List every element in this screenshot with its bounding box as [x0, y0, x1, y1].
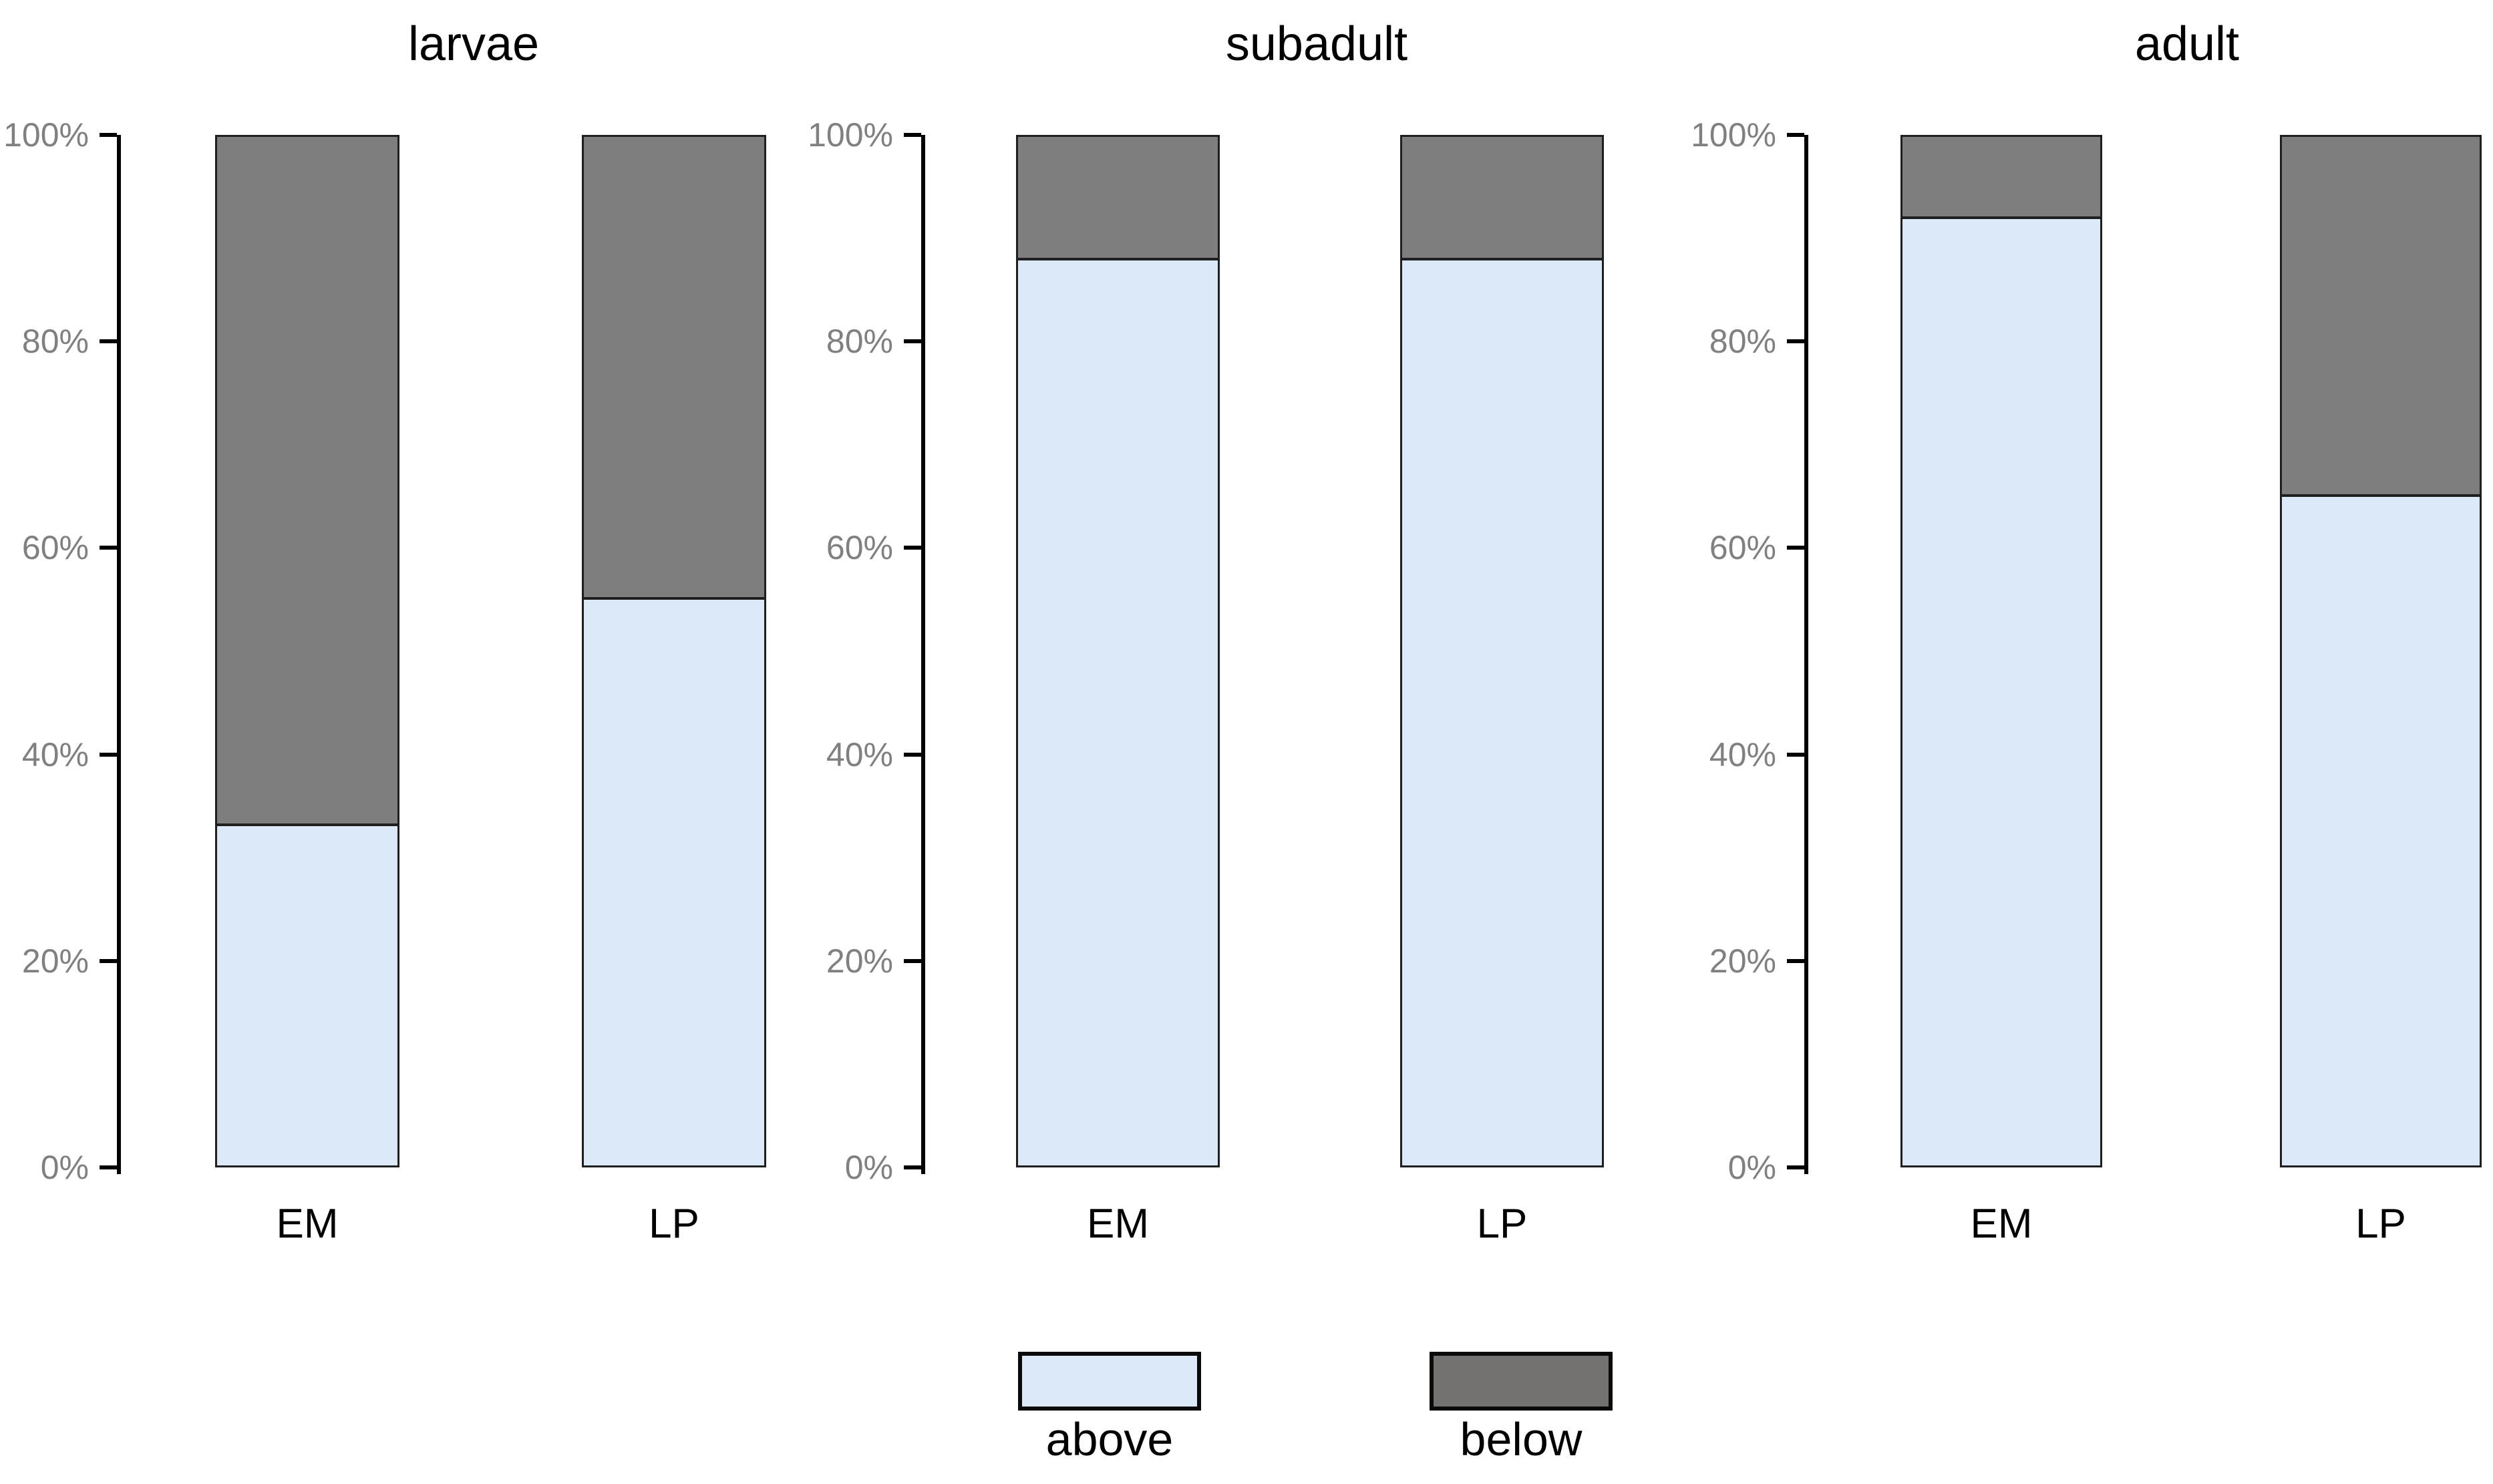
y-axis-tick-label: 80%	[1709, 323, 1776, 361]
y-axis-tick	[100, 752, 117, 757]
y-axis-tick	[904, 958, 921, 963]
y-axis-tick-label: 20%	[1709, 942, 1776, 980]
y-axis-tick-label: 80%	[826, 323, 893, 361]
category-label: LP	[2355, 1201, 2406, 1247]
bar-segment-below	[1018, 137, 1218, 260]
bar-adult-LP	[2280, 135, 2482, 1167]
y-axis-tick	[100, 1165, 117, 1169]
bar-segment-below	[1402, 137, 1602, 260]
y-axis-tick-label: 0%	[844, 1149, 893, 1186]
y-axis-tick-label: 60%	[826, 529, 893, 567]
y-axis-tick	[904, 546, 921, 550]
y-axis-tick-label: 0%	[40, 1149, 89, 1186]
category-label: LP	[649, 1201, 699, 1247]
chart-title: larvae	[407, 17, 540, 71]
legend-label-above: above	[1045, 1413, 1174, 1465]
y-axis-tick-label: 0%	[1727, 1149, 1776, 1186]
bar-subadult-EM	[1016, 135, 1220, 1167]
y-axis-line	[1804, 135, 1808, 1174]
legend-swatch-below	[1430, 1352, 1613, 1411]
y-axis-tick	[1787, 752, 1804, 757]
y-axis-tick	[100, 546, 117, 550]
category-label: EM	[1970, 1201, 2033, 1247]
bar-segment-below	[584, 137, 764, 600]
y-axis-tick	[904, 339, 921, 344]
y-axis-line	[921, 135, 925, 1174]
y-axis-tick-label: 100%	[808, 116, 893, 154]
y-axis-line	[117, 135, 121, 1174]
y-axis-tick	[1787, 546, 1804, 550]
y-axis-tick-label: 60%	[1709, 529, 1776, 567]
bar-segment-below	[217, 137, 397, 826]
y-axis-tick	[904, 752, 921, 757]
y-axis-tick-label: 20%	[826, 942, 893, 980]
bar-subadult-LP	[1400, 135, 1604, 1167]
chart-title: adult	[2134, 17, 2240, 71]
category-label: EM	[276, 1201, 339, 1247]
y-axis-tick-label: 20%	[21, 942, 89, 980]
category-label: EM	[1087, 1201, 1149, 1247]
legend-swatch-above	[1018, 1352, 1201, 1411]
y-axis-tick-label: 60%	[21, 529, 89, 567]
y-axis-tick-label: 40%	[21, 735, 89, 773]
bar-adult-EM	[1900, 135, 2102, 1167]
y-axis-tick	[1787, 133, 1804, 137]
y-axis-tick	[1787, 339, 1804, 344]
y-axis-tick-label: 100%	[3, 116, 89, 154]
y-axis-tick	[100, 133, 117, 137]
y-axis-tick-label: 40%	[1709, 735, 1776, 773]
y-axis-tick	[904, 1165, 921, 1169]
y-axis-tick	[100, 958, 117, 963]
bar-segment-below	[2282, 137, 2480, 497]
y-axis-tick-label: 100%	[1691, 116, 1776, 154]
y-axis-tick	[100, 339, 117, 344]
y-axis-tick-label: 80%	[21, 323, 89, 361]
y-axis-tick	[1787, 958, 1804, 963]
y-axis-tick-label: 40%	[826, 735, 893, 773]
y-axis-tick	[904, 133, 921, 137]
chart-title: subadult	[1225, 17, 1408, 71]
legend-label-below: below	[1460, 1413, 1583, 1465]
category-label: LP	[1476, 1201, 1528, 1247]
y-axis-tick	[1787, 1165, 1804, 1169]
bar-larvae-LP	[582, 135, 766, 1167]
bar-larvae-EM	[215, 135, 399, 1167]
bar-segment-below	[1902, 137, 2100, 220]
